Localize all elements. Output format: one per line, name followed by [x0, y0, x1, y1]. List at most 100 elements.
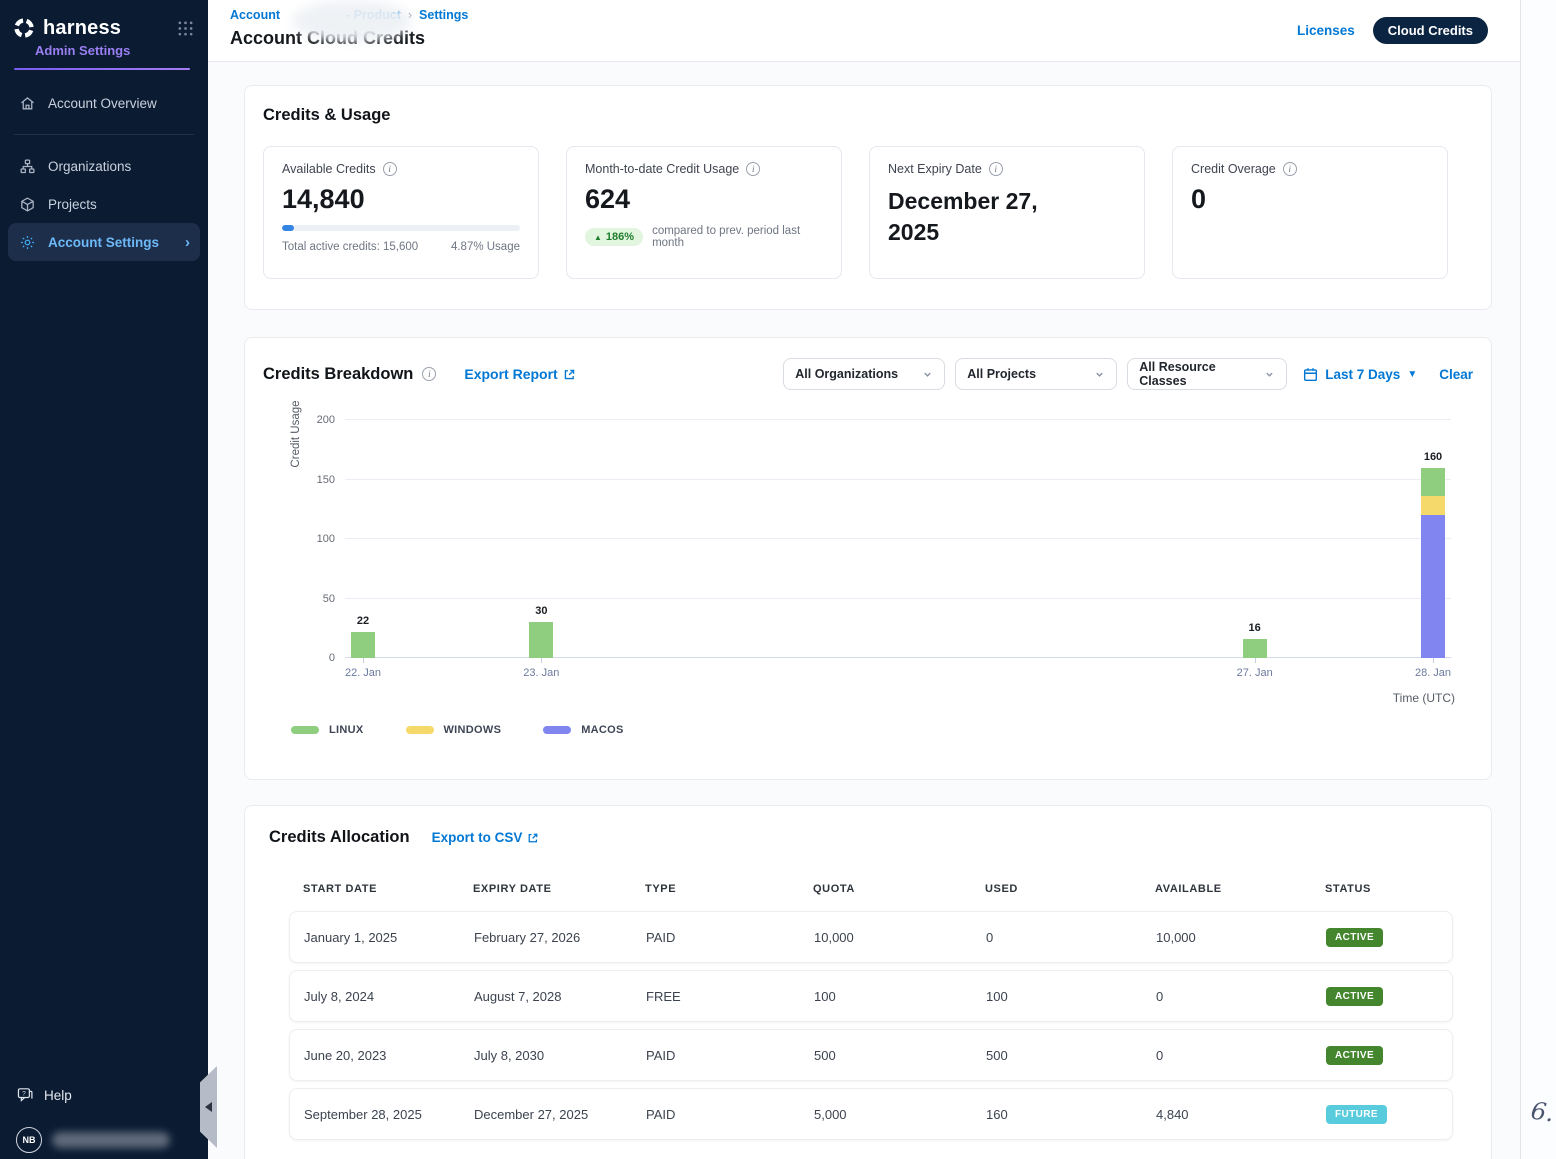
table-cell: February 27, 2026 — [460, 930, 632, 945]
app-grid-icon[interactable] — [177, 20, 194, 37]
help-chat-icon: ? — [16, 1087, 34, 1103]
calendar-icon — [1303, 367, 1318, 382]
legend-item-linux[interactable]: LINUX — [291, 724, 364, 736]
legend-item-macos[interactable]: MACOS — [543, 724, 623, 736]
harness-logo-icon — [12, 16, 36, 40]
bar-segment-linux[interactable] — [529, 622, 553, 658]
licenses-link[interactable]: Licenses — [1297, 23, 1355, 38]
x-tick — [1255, 658, 1256, 663]
credits-usage-title: Credits & Usage — [263, 106, 1473, 125]
table-cell: January 1, 2025 — [290, 930, 460, 945]
bar-total-label: 16 — [1249, 622, 1261, 634]
table-cell: August 7, 2028 — [460, 989, 632, 1004]
mtd-usage-label: Month-to-date Credit Usage — [585, 162, 739, 176]
table-cell: 0 — [1142, 1048, 1312, 1063]
next-expiry-label: Next Expiry Date — [888, 162, 982, 176]
column-header: TYPE — [631, 883, 799, 895]
info-icon[interactable]: i — [422, 367, 436, 381]
table-cell: July 8, 2030 — [460, 1048, 632, 1063]
status-badge: ACTIVE — [1326, 1046, 1383, 1065]
table-cell: FREE — [632, 989, 800, 1004]
column-header: START DATE — [289, 883, 459, 895]
main-area: Account- Product›Settings Account Cloud … — [208, 0, 1556, 1159]
legend-swatch — [543, 726, 571, 734]
organizations-select[interactable]: All Organizations — [783, 358, 945, 390]
legend-item-windows[interactable]: WINDOWS — [406, 724, 502, 736]
resource-classes-select[interactable]: All Resource Classes — [1127, 358, 1287, 390]
table-cell: ACTIVE — [1312, 928, 1452, 947]
help-label: Help — [44, 1088, 72, 1103]
user-row[interactable]: NB — [16, 1127, 208, 1153]
column-header: USED — [971, 883, 1141, 895]
bar-segment-windows[interactable] — [1421, 496, 1445, 515]
total-active-credits: Total active credits: 15,600 — [282, 241, 418, 253]
cube-icon — [18, 196, 36, 213]
table-cell: 5,000 — [800, 1107, 972, 1122]
sidebar-item-organizations[interactable]: Organizations — [0, 147, 208, 185]
table-cell: 4,840 — [1142, 1107, 1312, 1122]
credits-breakdown-title: Credits Breakdown — [263, 365, 413, 384]
table-row: September 28, 2025December 27, 2025PAID5… — [289, 1088, 1453, 1140]
table-cell: PAID — [632, 930, 800, 945]
cloud-credits-tab[interactable]: Cloud Credits — [1373, 17, 1488, 44]
credits-usage-panel: Credits & Usage Available Credits i 14,8… — [244, 85, 1492, 310]
help-button[interactable]: ? Help — [16, 1087, 208, 1103]
user-name-redacted — [52, 1132, 170, 1148]
table-cell: 0 — [972, 930, 1142, 945]
chart-legend: LINUX WINDOWS MACOS — [291, 724, 624, 736]
next-expiry-card: Next Expiry Date i December 27, 2025 — [869, 146, 1145, 279]
sidebar: harness Admin Settings Account Overview — [0, 0, 208, 1159]
content-scroll-area[interactable]: Credits & Usage Available Credits i 14,8… — [208, 62, 1556, 1159]
bar-segment-macos[interactable] — [1421, 515, 1445, 658]
org-chart-icon — [18, 158, 36, 175]
info-icon[interactable]: i — [383, 162, 397, 176]
clear-filters-link[interactable]: Clear — [1439, 367, 1473, 382]
credits-allocation-title: Credits Allocation — [269, 828, 410, 847]
bar-segment-linux[interactable] — [1243, 639, 1267, 658]
available-credits-value: 14,840 — [282, 184, 520, 215]
y-tick-label: 150 — [317, 474, 335, 486]
date-range-picker[interactable]: Last 7 Days ▼ — [1303, 367, 1417, 382]
export-report-link[interactable]: Export Report — [464, 366, 575, 382]
info-icon[interactable]: i — [746, 162, 760, 176]
scrollbar-gutter[interactable] — [1520, 0, 1556, 1159]
column-header: STATUS — [1311, 883, 1453, 895]
table-row: June 20, 2023July 8, 2030PAID5005000ACTI… — [289, 1029, 1453, 1081]
breadcrumb-settings[interactable]: Settings — [419, 8, 468, 22]
y-tick-label: 200 — [317, 414, 335, 426]
sidebar-item-label: Account Overview — [48, 96, 157, 111]
projects-select[interactable]: All Projects — [955, 358, 1117, 390]
x-tick-label: 22. Jan — [345, 667, 381, 679]
caret-down-icon: ▼ — [1407, 369, 1417, 380]
x-tick — [363, 658, 364, 663]
export-csv-link[interactable]: Export to CSV — [432, 830, 540, 845]
breadcrumb-account[interactable]: Account — [230, 8, 280, 22]
sidebar-item-projects[interactable]: Projects — [0, 185, 208, 223]
bar-total-label: 160 — [1424, 451, 1442, 463]
trend-note: compared to prev. period last month — [652, 225, 823, 249]
x-tick — [1433, 658, 1434, 663]
bar-segment-linux[interactable] — [1421, 468, 1445, 497]
table-cell: 100 — [800, 989, 972, 1004]
x-tick-label: 23. Jan — [523, 667, 559, 679]
table-row: July 8, 2024August 7, 2028FREE1001000ACT… — [289, 970, 1453, 1022]
table-cell: 10,000 — [1142, 930, 1312, 945]
bar-segment-linux[interactable] — [351, 632, 375, 658]
x-tick-label: 27. Jan — [1237, 667, 1273, 679]
credit-overage-value: 0 — [1191, 184, 1429, 215]
table-cell: 160 — [972, 1107, 1142, 1122]
sidebar-item-account-settings[interactable]: Account Settings › — [8, 223, 200, 261]
nav-divider — [14, 134, 194, 135]
table-row: January 1, 2025February 27, 2026PAID 10,0… — [289, 911, 1453, 963]
svg-text:?: ? — [22, 1090, 26, 1097]
sidebar-footer: ? Help NB — [0, 1087, 208, 1159]
sidebar-item-account-overview[interactable]: Account Overview — [0, 84, 208, 122]
info-icon[interactable]: i — [1283, 162, 1297, 176]
sidebar-header: harness Admin Settings — [0, 0, 208, 70]
avatar[interactable]: NB — [16, 1127, 42, 1153]
credit-usage-chart: Credit Usage Time (UTC) 0501001502002222… — [345, 420, 1451, 658]
table-cell: 500 — [800, 1048, 972, 1063]
gridline — [345, 598, 1451, 599]
info-icon[interactable]: i — [989, 162, 1003, 176]
legend-label: MACOS — [581, 724, 623, 736]
